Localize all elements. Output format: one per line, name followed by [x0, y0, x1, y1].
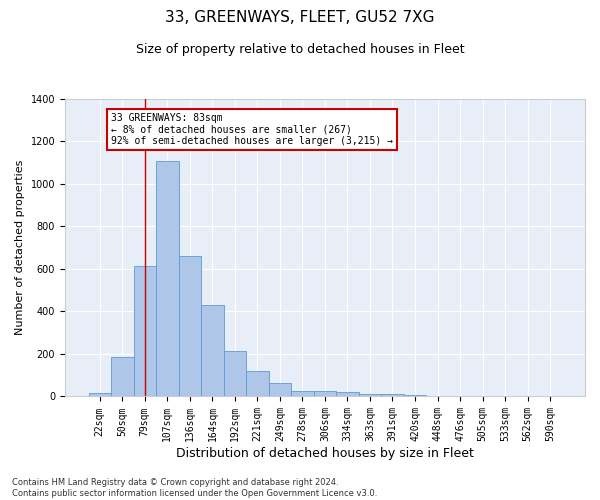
Bar [336, 392, 359, 396]
X-axis label: Distribution of detached houses by size in Fleet: Distribution of detached houses by size … [176, 447, 474, 460]
Text: 33 GREENWAYS: 83sqm
← 8% of detached houses are smaller (267)
92% of semi-detach: 33 GREENWAYS: 83sqm ← 8% of detached hou… [111, 113, 393, 146]
Text: Contains HM Land Registry data © Crown copyright and database right 2024.
Contai: Contains HM Land Registry data © Crown c… [12, 478, 377, 498]
Bar [359, 394, 381, 396]
Bar [224, 351, 246, 397]
Bar [111, 357, 134, 397]
Y-axis label: Number of detached properties: Number of detached properties [15, 160, 25, 336]
Bar [179, 256, 201, 396]
Bar [134, 266, 156, 396]
Text: 33, GREENWAYS, FLEET, GU52 7XG: 33, GREENWAYS, FLEET, GU52 7XG [165, 10, 435, 25]
Bar [201, 305, 224, 396]
Bar [89, 394, 111, 396]
Bar [381, 394, 404, 396]
Bar [246, 371, 269, 396]
Bar [314, 391, 336, 396]
Bar [269, 382, 291, 396]
Bar [156, 160, 179, 396]
Bar [291, 391, 314, 396]
Text: Size of property relative to detached houses in Fleet: Size of property relative to detached ho… [136, 42, 464, 56]
